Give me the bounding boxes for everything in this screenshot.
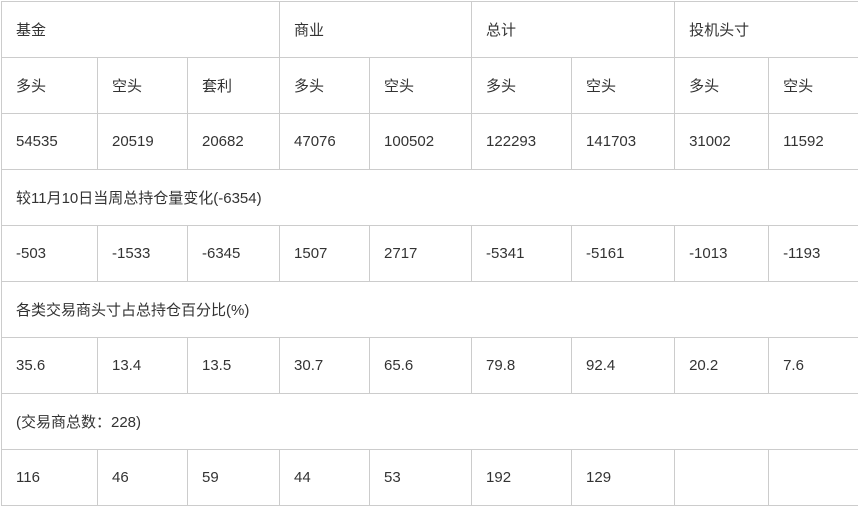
table-cell (769, 450, 858, 506)
table-cell: 44 (280, 450, 370, 506)
column-header: 多头 (472, 58, 572, 114)
table-cell: 31002 (675, 114, 769, 170)
column-header: 套利 (188, 58, 280, 114)
table-cell: 20519 (98, 114, 188, 170)
percent-row: 35.6 13.4 13.5 30.7 65.6 79.8 92.4 20.2 … (2, 338, 858, 394)
column-header: 空头 (572, 58, 675, 114)
column-header-row: 多头 空头 套利 多头 空头 多头 空头 多头 空头 (2, 58, 858, 114)
percent-caption: 各类交易商头寸占总持仓百分比(%) (2, 282, 858, 338)
column-header: 空头 (370, 58, 472, 114)
group-header-total: 总计 (472, 2, 675, 58)
table-cell: 30.7 (280, 338, 370, 394)
table-cell: 192 (472, 450, 572, 506)
table-cell: -1013 (675, 226, 769, 282)
group-header-fund: 基金 (2, 2, 280, 58)
table-cell: 116 (2, 450, 98, 506)
table-cell (675, 450, 769, 506)
column-header: 多头 (2, 58, 98, 114)
traders-caption: (交易商总数：228) (2, 394, 858, 450)
table-cell: 1507 (280, 226, 370, 282)
table-cell: 13.5 (188, 338, 280, 394)
weekly-change-caption-row: 较11月10日当周总持仓量变化(-6354) (2, 170, 858, 226)
column-header: 空头 (769, 58, 858, 114)
table-cell: 65.6 (370, 338, 472, 394)
table-cell: -1533 (98, 226, 188, 282)
column-header: 空头 (98, 58, 188, 114)
table-cell: 2717 (370, 226, 472, 282)
table-cell: -6345 (188, 226, 280, 282)
column-header: 多头 (280, 58, 370, 114)
table-cell: 141703 (572, 114, 675, 170)
group-header-commercial: 商业 (280, 2, 472, 58)
traders-caption-row: (交易商总数：228) (2, 394, 858, 450)
table-cell: 54535 (2, 114, 98, 170)
table-cell: -503 (2, 226, 98, 282)
table-cell: 20.2 (675, 338, 769, 394)
table-cell: -5161 (572, 226, 675, 282)
table-cell: 53 (370, 450, 472, 506)
table-cell: 92.4 (572, 338, 675, 394)
table-cell: 129 (572, 450, 675, 506)
weekly-change-row: -503 -1533 -6345 1507 2717 -5341 -5161 -… (2, 226, 858, 282)
table-cell: -5341 (472, 226, 572, 282)
table-cell: 100502 (370, 114, 472, 170)
table-cell: 79.8 (472, 338, 572, 394)
table-cell: 13.4 (98, 338, 188, 394)
weekly-change-caption: 较11月10日当周总持仓量变化(-6354) (2, 170, 858, 226)
percent-caption-row: 各类交易商头寸占总持仓百分比(%) (2, 282, 858, 338)
column-header: 多头 (675, 58, 769, 114)
table-cell: 35.6 (2, 338, 98, 394)
group-header-row: 基金 商业 总计 投机头寸 (2, 2, 858, 58)
table-cell: 59 (188, 450, 280, 506)
positions-row: 54535 20519 20682 47076 100502 122293 14… (2, 114, 858, 170)
table-cell: 46 (98, 450, 188, 506)
table-cell: 7.6 (769, 338, 858, 394)
table-cell: -1193 (769, 226, 858, 282)
table-cell: 20682 (188, 114, 280, 170)
table-cell: 11592 (769, 114, 858, 170)
table-cell: 122293 (472, 114, 572, 170)
table-cell: 47076 (280, 114, 370, 170)
group-header-speculative: 投机头寸 (675, 2, 858, 58)
trader-count-row: 116 46 59 44 53 192 129 (2, 450, 858, 506)
